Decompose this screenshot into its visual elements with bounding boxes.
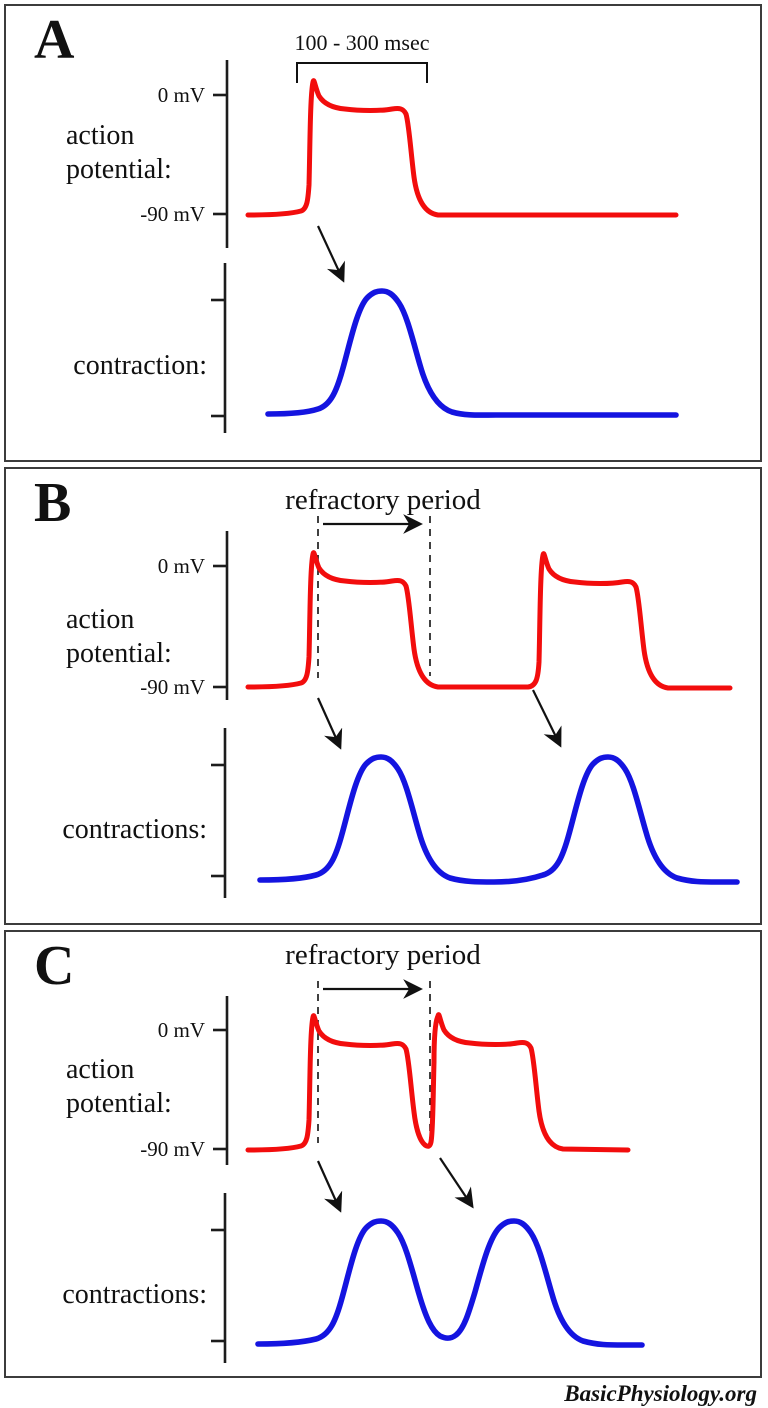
panel-b-frame [4, 467, 762, 925]
action-potential-curve [245, 550, 733, 691]
zero-mv-label: 0 mV [157, 83, 205, 107]
action-potential-label: action potential: [66, 119, 172, 187]
neg-90-mv-label: -90 mV [140, 1137, 205, 1161]
zero-mv-label: 0 mV [157, 554, 205, 578]
panel-letter: C [34, 935, 75, 997]
refractory-period-label: refractory period [285, 484, 481, 516]
ap1-to-contraction-arrow [316, 1160, 343, 1213]
action-potential-label-line1: action [66, 120, 135, 151]
contractions-curve [255, 1218, 645, 1348]
contraction-label: contraction: [73, 350, 207, 381]
action-potential-curve [245, 78, 679, 218]
action-potential-label: action potential: [66, 603, 172, 671]
panel-letter: B [34, 472, 72, 534]
neg-90-mv-label: -90 mV [140, 202, 205, 226]
duration-annotation: 100 - 300 msec [294, 30, 430, 55]
contractions-curve [257, 754, 740, 885]
refractory-period-label: refractory period [285, 939, 481, 971]
contraction-curve [265, 288, 679, 418]
duration-bracket [296, 62, 428, 83]
action-potential-label-line1: action [66, 604, 135, 635]
action-potential-label-line2: potential: [66, 1088, 172, 1119]
contractions-label: contractions: [62, 814, 207, 845]
contractions-label: contractions: [62, 1279, 207, 1310]
zero-mv-label: 0 mV [157, 1018, 205, 1042]
panel-a-frame [4, 4, 762, 462]
neg-90-mv-label: -90 mV [140, 675, 205, 699]
action-potential-label: action potential: [66, 1053, 172, 1121]
panel-b-graphics [211, 514, 740, 898]
source-credit: BasicPhysiology.org [564, 1381, 757, 1406]
panel-c-graphics [211, 979, 645, 1363]
ap2-to-contraction-arrow [532, 689, 562, 748]
action-potential-label-line2: potential: [66, 154, 172, 185]
ap1-to-contraction-arrow [316, 697, 343, 750]
action-potential-curve [245, 1012, 631, 1153]
panel-c-frame [4, 930, 762, 1378]
panel-a-graphics [211, 60, 679, 433]
ap-to-contraction-arrow [317, 225, 345, 283]
action-potential-label-line1: action [66, 1054, 135, 1085]
action-potential-label-line2: potential: [66, 638, 172, 669]
ap2-to-contraction-arrow [439, 1157, 474, 1209]
panel-letter: A [34, 9, 75, 71]
